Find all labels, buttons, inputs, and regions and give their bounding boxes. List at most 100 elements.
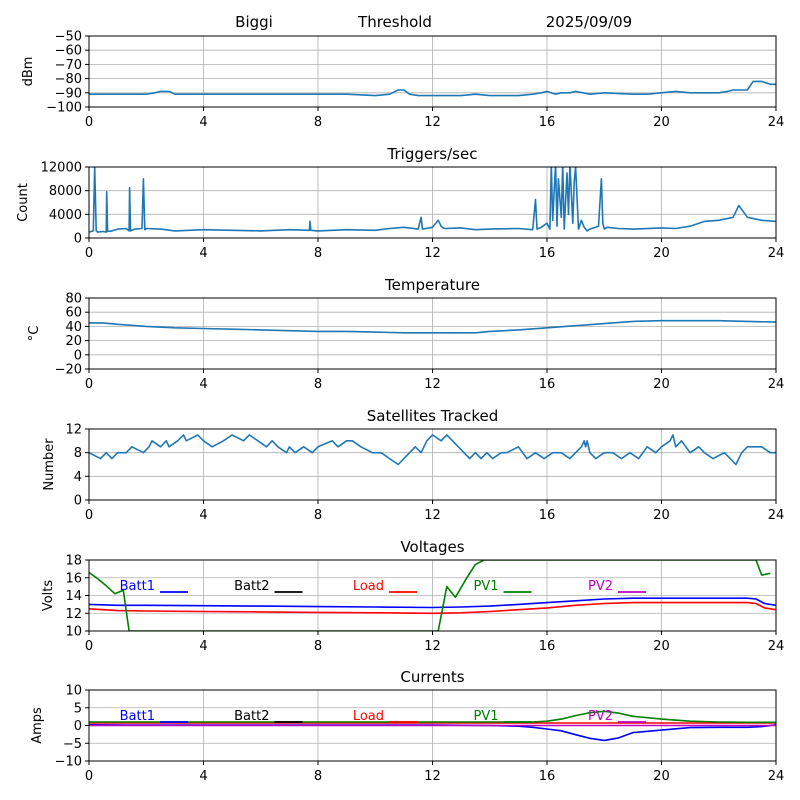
x-tick-label: 4 xyxy=(199,246,207,261)
x-tick-label: 12 xyxy=(424,769,441,784)
x-tick-label: 8 xyxy=(314,115,322,130)
series-line-0 xyxy=(89,434,776,466)
x-tick-label: 12 xyxy=(424,508,441,523)
y-tick-label: −60 xyxy=(55,44,82,59)
x-tick-label: 24 xyxy=(768,115,785,130)
x-tick-label: 12 xyxy=(424,639,441,654)
x-tick-label: 24 xyxy=(768,769,785,784)
grid-lines xyxy=(88,428,777,501)
x-tick-label: 16 xyxy=(539,115,556,130)
chart-panel-1: 0 4 8 12 16 20 24 0 4000 8000 12000 Triggers/sec Cou… xyxy=(16,145,784,261)
legend: Batt1 Batt2 Load PV1 PV2 xyxy=(120,709,646,724)
x-tick-label: 16 xyxy=(539,769,556,784)
legend-label-batt1: Batt1 xyxy=(120,579,155,594)
x-tick-label: 16 xyxy=(539,508,556,523)
series-group xyxy=(89,434,776,466)
y-tick-label: −10 xyxy=(55,755,82,770)
y-tick-label: 20 xyxy=(65,334,82,349)
y-tick-label: 4000 xyxy=(49,208,82,223)
x-tick-label: 20 xyxy=(653,377,670,392)
x-tick-label: 8 xyxy=(314,508,322,523)
legend: Batt1 Batt2 Load PV1 PV2 xyxy=(120,579,646,594)
x-tick-label: 4 xyxy=(199,639,207,654)
legend-label-load: Load xyxy=(353,579,384,594)
y-tick-label: 18 xyxy=(65,554,82,569)
x-tick-label: 4 xyxy=(199,508,207,523)
header-station: Biggi xyxy=(235,13,273,31)
series-group xyxy=(89,319,776,334)
y-tick-label: 4 xyxy=(74,470,82,485)
x-tick-label: 8 xyxy=(314,246,322,261)
y-tick-label: 60 xyxy=(65,306,82,321)
y-tick-label: 40 xyxy=(65,320,82,335)
chart-title: Satellites Tracked xyxy=(367,407,498,425)
x-tick-label: 16 xyxy=(539,377,556,392)
series-line-batt1 xyxy=(89,597,776,609)
y-tick-label: −5 xyxy=(63,737,82,752)
y-tick-label: 10 xyxy=(65,684,82,699)
y-tick-label: 16 xyxy=(65,571,82,586)
x-tick-label: 0 xyxy=(85,639,93,654)
x-tick-label: 12 xyxy=(424,377,441,392)
chart-title: Currents xyxy=(400,668,464,686)
x-tick-label: 16 xyxy=(539,246,556,261)
y-axis-label: Count xyxy=(16,183,31,222)
y-tick-label: 12 xyxy=(65,423,82,438)
grid-lines xyxy=(88,559,777,632)
series-line-load xyxy=(89,601,776,615)
header-date: 2025/09/09 xyxy=(546,13,632,31)
x-tick-label: 20 xyxy=(653,508,670,523)
x-tick-label: 0 xyxy=(85,115,93,130)
legend-label-pv2: PV2 xyxy=(588,709,613,724)
x-tick-label: 20 xyxy=(653,639,670,654)
chart-title: Voltages xyxy=(400,538,464,556)
y-tick-label: −20 xyxy=(55,363,82,378)
legend-label-pv1: PV1 xyxy=(473,709,498,724)
y-tick-label: 8000 xyxy=(49,184,82,199)
x-tick-label: 20 xyxy=(653,769,670,784)
y-axis-label: °C xyxy=(27,326,42,342)
x-tick-label: 0 xyxy=(85,769,93,784)
y-tick-label: 10 xyxy=(65,625,82,640)
chart-title: Triggers/sec xyxy=(387,145,478,163)
legend-label-load: Load xyxy=(353,709,384,724)
legend-label-pv2: PV2 xyxy=(588,579,613,594)
y-axis-label: Amps xyxy=(30,707,45,744)
y-tick-label: 12 xyxy=(65,607,82,622)
x-tick-label: 24 xyxy=(768,639,785,654)
chart-panel-3: 0 4 8 12 16 20 24 0 4 8 12 Satellites Tracked Number xyxy=(42,407,784,523)
x-tick-label: 24 xyxy=(768,508,785,523)
x-tick-label: 4 xyxy=(199,769,207,784)
x-tick-label: 8 xyxy=(314,769,322,784)
y-tick-label: 12000 xyxy=(41,161,82,176)
y-tick-label: −70 xyxy=(55,58,82,73)
x-tick-label: 4 xyxy=(199,115,207,130)
y-tick-label: −90 xyxy=(55,86,82,101)
x-tick-label: 0 xyxy=(85,508,93,523)
y-axis-label: Number xyxy=(42,438,57,491)
x-tick-label: 12 xyxy=(424,115,441,130)
y-tick-label: 5 xyxy=(74,701,82,716)
x-tick-label: 24 xyxy=(768,246,785,261)
y-tick-label: 0 xyxy=(74,719,82,734)
legend-label-batt2: Batt2 xyxy=(234,579,269,594)
x-tick-label: 0 xyxy=(85,246,93,261)
y-tick-label: −100 xyxy=(46,101,82,116)
legend-label-batt1: Batt1 xyxy=(120,709,155,724)
series-group xyxy=(89,80,776,97)
series-line-pv1 xyxy=(89,560,771,631)
chart-title: Temperature xyxy=(384,276,480,294)
series-group xyxy=(89,167,776,233)
y-axis-label: dBm xyxy=(21,57,36,87)
series-line-0 xyxy=(89,167,776,233)
x-tick-label: 24 xyxy=(768,377,785,392)
x-tick-label: 20 xyxy=(653,115,670,130)
y-tick-label: −50 xyxy=(55,30,82,45)
y-tick-label: 0 xyxy=(74,348,82,363)
header-mode: Threshold xyxy=(357,13,432,31)
series-line-0 xyxy=(89,80,776,97)
x-tick-label: 0 xyxy=(85,377,93,392)
